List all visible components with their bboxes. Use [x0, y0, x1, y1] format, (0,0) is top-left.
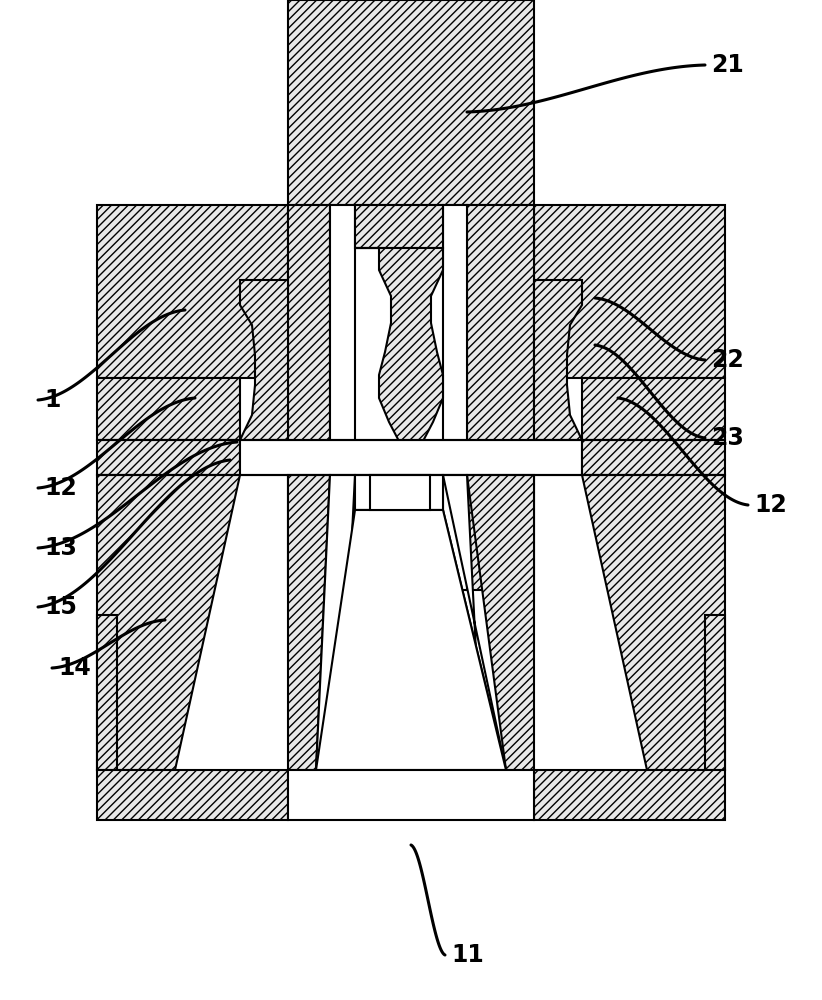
Polygon shape [395, 490, 427, 510]
Polygon shape [534, 770, 725, 820]
Polygon shape [316, 510, 506, 770]
Polygon shape [582, 378, 725, 440]
Polygon shape [443, 475, 506, 770]
Polygon shape [422, 480, 431, 590]
Polygon shape [391, 525, 431, 590]
Polygon shape [467, 205, 534, 590]
Polygon shape [355, 205, 443, 248]
Polygon shape [240, 440, 582, 475]
Text: 22: 22 [711, 348, 744, 372]
Polygon shape [288, 0, 534, 205]
Text: 12: 12 [44, 476, 76, 500]
Polygon shape [467, 475, 534, 770]
Polygon shape [97, 770, 288, 820]
Text: 21: 21 [711, 53, 744, 77]
Text: 14: 14 [58, 656, 90, 680]
Polygon shape [240, 280, 288, 440]
Polygon shape [705, 615, 725, 770]
Text: 23: 23 [711, 426, 744, 450]
Polygon shape [400, 510, 506, 770]
Polygon shape [582, 440, 725, 475]
Polygon shape [340, 510, 482, 770]
Polygon shape [355, 248, 443, 480]
Text: 1: 1 [44, 388, 60, 412]
Polygon shape [97, 615, 117, 770]
Polygon shape [97, 378, 240, 440]
Text: 11: 11 [451, 943, 484, 967]
Text: 12: 12 [754, 493, 787, 517]
Polygon shape [347, 510, 495, 770]
Polygon shape [355, 475, 443, 510]
Polygon shape [97, 475, 240, 770]
Polygon shape [534, 205, 725, 378]
Polygon shape [288, 205, 330, 590]
Polygon shape [582, 475, 725, 770]
Polygon shape [288, 770, 534, 820]
Polygon shape [97, 440, 240, 475]
Text: 13: 13 [44, 536, 77, 560]
Polygon shape [443, 205, 467, 590]
Polygon shape [316, 475, 355, 770]
Polygon shape [330, 205, 355, 590]
Polygon shape [534, 280, 582, 440]
Text: 15: 15 [44, 595, 77, 619]
Polygon shape [288, 475, 330, 770]
Polygon shape [97, 205, 288, 378]
Polygon shape [391, 480, 400, 590]
Polygon shape [370, 475, 430, 510]
